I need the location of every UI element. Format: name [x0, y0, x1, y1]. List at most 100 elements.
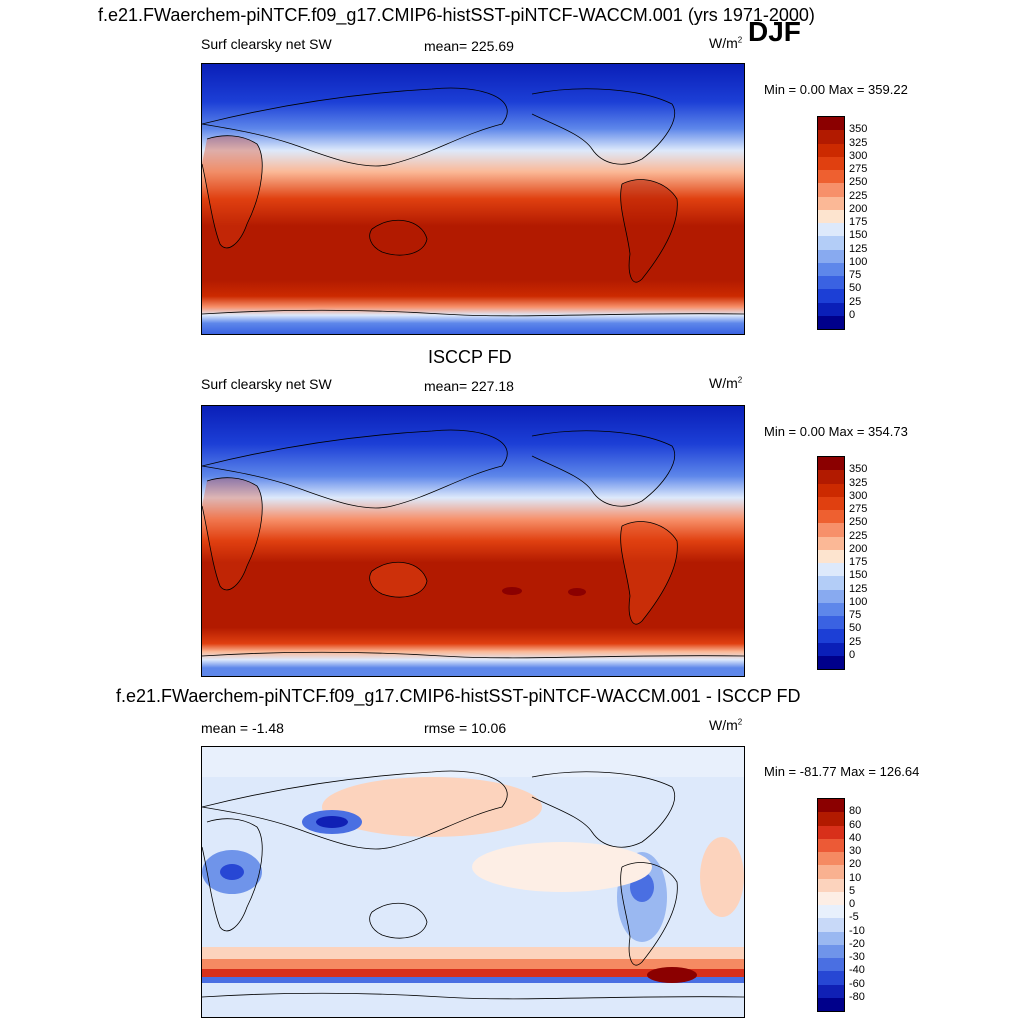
- colorbar-box: [818, 236, 844, 250]
- colorbar-box: [818, 289, 844, 303]
- panel1-units: W/m: [709, 35, 738, 51]
- colorbar-tick-label: 350: [849, 463, 868, 476]
- colorbar-box: [818, 576, 844, 590]
- colorbar-box: [818, 209, 844, 223]
- panel3-coastlines: [202, 770, 744, 1000]
- colorbar-box: [818, 629, 844, 643]
- colorbar-tick-label: 80: [849, 805, 862, 818]
- panel2-units-exp: 2: [737, 375, 743, 385]
- panel1-units-exp: 2: [737, 35, 743, 45]
- colorbar-tick-label: 25: [849, 635, 862, 648]
- colorbar-tick-label: 0: [849, 308, 856, 321]
- panel2-mean-label: mean= 227.18: [424, 378, 514, 394]
- colorbar-box: [818, 905, 844, 919]
- colorbar-box: [818, 971, 844, 985]
- panel1-coastlines: [202, 87, 744, 317]
- panel1-colorbar: [817, 116, 845, 330]
- colorbar-tick-label: 30: [849, 845, 862, 857]
- colorbar-box: [818, 589, 844, 603]
- colorbar-tick-label: 250: [849, 516, 868, 529]
- colorbar-tick-label: 275: [849, 163, 868, 175]
- colorbar-box: [818, 276, 844, 290]
- colorbar-box: [818, 984, 844, 998]
- colorbar-box: [818, 249, 844, 263]
- colorbar-tick-label: 275: [849, 503, 868, 515]
- panel2-map: [201, 405, 745, 677]
- panel2-coastlines: [202, 429, 744, 659]
- panel2-title: ISCCP FD: [428, 347, 512, 367]
- colorbar-tick-label: 325: [849, 136, 868, 149]
- colorbar-box: [818, 918, 844, 932]
- colorbar-box: [818, 616, 844, 630]
- colorbar-tick-label: 100: [849, 255, 868, 268]
- colorbar-box: [818, 536, 844, 550]
- panel3-rmse-label: rmse = 10.06: [424, 720, 507, 736]
- colorbar-tick-label: 100: [849, 595, 868, 608]
- colorbar-tick-label: 75: [849, 269, 862, 281]
- colorbar-box: [818, 549, 844, 563]
- panel1-units-label: W/m2: [709, 35, 742, 51]
- colorbar-box: [818, 223, 844, 237]
- colorbar-box: [818, 655, 844, 669]
- colorbar-box: [818, 183, 844, 197]
- panel1-map: [201, 63, 745, 335]
- colorbar-tick-label: 225: [849, 189, 868, 202]
- panel1-mean-label: mean= 225.69: [424, 38, 514, 54]
- panel3-colorbar: [817, 798, 845, 1012]
- colorbar-tick-label: 350: [849, 123, 868, 136]
- colorbar-tick-label: 125: [849, 242, 868, 255]
- colorbar-box: [818, 878, 844, 892]
- colorbar-box: [818, 812, 844, 826]
- colorbar-box: [818, 117, 844, 131]
- colorbar-box: [818, 931, 844, 945]
- colorbar-box: [818, 997, 844, 1011]
- colorbar-box: [818, 563, 844, 577]
- colorbar-box: [818, 496, 844, 510]
- colorbar-tick-label: 225: [849, 529, 868, 542]
- colorbar-box: [818, 262, 844, 276]
- colorbar-box: [818, 470, 844, 484]
- panel3-minmax: Min = -81.77 Max = 126.64: [764, 764, 920, 779]
- colorbar-tick-label: 300: [849, 149, 868, 162]
- season-label: DJF: [748, 16, 801, 47]
- panel3-units-label: W/m2: [709, 717, 742, 733]
- colorbar-box: [818, 825, 844, 839]
- colorbar-tick-label: 75: [849, 609, 862, 621]
- colorbar-tick-label: 150: [849, 569, 868, 582]
- colorbar-box: [818, 483, 844, 497]
- colorbar-box: [818, 130, 844, 144]
- panel1-minmax: Min = 0.00 Max = 359.22: [764, 82, 908, 97]
- panel2-minmax: Min = 0.00 Max = 354.73: [764, 424, 908, 439]
- colorbar-tick-label: 200: [849, 542, 868, 555]
- colorbar-box: [818, 143, 844, 157]
- panel2-max-spot: [568, 588, 586, 596]
- colorbar-box: [818, 799, 844, 813]
- colorbar-tick-label: 60: [849, 818, 862, 831]
- colorbar-box: [818, 156, 844, 170]
- panel2-variable-label: Surf clearsky net SW: [201, 376, 332, 392]
- figure-title: f.e21.FWaerchem-piNTCF.f09_g17.CMIP6-his…: [98, 5, 815, 25]
- panel3-units: W/m: [709, 717, 738, 733]
- colorbar-box: [818, 196, 844, 210]
- colorbar-tick-label: 0: [849, 898, 856, 910]
- colorbar-tick-label: 50: [849, 282, 862, 295]
- colorbar-tick-label: 325: [849, 476, 868, 489]
- panel3-units-exp: 2: [737, 717, 743, 727]
- colorbar-box: [818, 944, 844, 958]
- colorbar-tick-label: 0: [849, 648, 856, 661]
- colorbar-tick-label: 300: [849, 489, 868, 502]
- colorbar-tick-label: 175: [849, 216, 868, 228]
- colorbar-tick-label: -5: [849, 911, 859, 924]
- colorbar-box: [818, 891, 844, 905]
- colorbar-tick-label: 150: [849, 229, 868, 242]
- colorbar-box: [818, 457, 844, 471]
- colorbar-box: [818, 838, 844, 852]
- colorbar-tick-label: 250: [849, 176, 868, 189]
- colorbar-box: [818, 852, 844, 866]
- panel3-map-svg: [202, 747, 744, 1017]
- colorbar-tick-label: 175: [849, 556, 868, 568]
- colorbar-box: [818, 523, 844, 537]
- colorbar-box: [818, 315, 844, 329]
- panel1-variable-label: Surf clearsky net SW: [201, 36, 332, 52]
- colorbar-tick-label: 20: [849, 858, 862, 871]
